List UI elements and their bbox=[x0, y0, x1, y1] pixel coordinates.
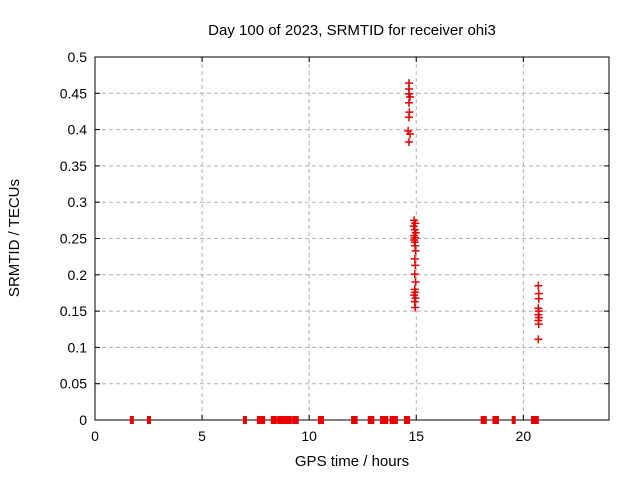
data-point-marker bbox=[261, 416, 266, 424]
data-point-marker bbox=[404, 113, 413, 122]
y-tick-label: 0.3 bbox=[68, 194, 88, 210]
data-point-marker bbox=[534, 416, 539, 424]
data-point-marker bbox=[384, 416, 389, 424]
y-tick-label: 0.45 bbox=[60, 85, 87, 101]
data-point-marker bbox=[382, 416, 387, 424]
data-point-marker bbox=[277, 416, 282, 424]
data-point-marker bbox=[494, 416, 499, 424]
data-point-marker bbox=[129, 416, 134, 424]
x-tick-label: 10 bbox=[301, 428, 317, 444]
data-point-marker bbox=[482, 416, 487, 424]
data-point-marker bbox=[534, 335, 543, 344]
data-point-marker bbox=[480, 416, 485, 424]
data-point-marker bbox=[279, 416, 284, 424]
data-point-marker bbox=[320, 416, 325, 424]
x-tick-label: 0 bbox=[91, 428, 99, 444]
data-point-marker bbox=[270, 416, 275, 424]
data-point-marker bbox=[351, 416, 356, 424]
data-point-marker bbox=[367, 416, 372, 424]
y-tick-label: 0.25 bbox=[60, 231, 87, 247]
x-tick-label: 5 bbox=[198, 428, 206, 444]
data-point-marker bbox=[258, 416, 263, 424]
data-point-marker bbox=[353, 416, 358, 424]
y-tick-label: 0.5 bbox=[68, 49, 88, 65]
tick-labels: 0 5 10 15 20 0 0.05 0.1 0.15 0.2 0.25 0.3 0.35 0.4 0.4… bbox=[60, 49, 532, 444]
data-point-marker bbox=[411, 278, 420, 287]
y-tick-label: 0.2 bbox=[68, 267, 88, 283]
data-point-marker bbox=[242, 416, 247, 424]
data-point-marker bbox=[404, 98, 413, 107]
grid-lines bbox=[95, 57, 609, 420]
chart-title: Day 100 of 2023, SRMTID for receiver ohi… bbox=[208, 22, 496, 39]
x-axis-label: GPS time / hours bbox=[294, 453, 410, 470]
data-point-marker bbox=[391, 416, 396, 424]
y-tick-label: 0.05 bbox=[60, 376, 87, 392]
y-tick-label: 0.35 bbox=[60, 158, 87, 174]
data-point-marker bbox=[406, 92, 415, 101]
y-tick-label: 0.4 bbox=[68, 122, 88, 138]
data-point-marker bbox=[411, 303, 420, 312]
data-point-marker bbox=[406, 129, 415, 138]
axis-ticks bbox=[94, 56, 609, 421]
data-point-marker bbox=[370, 416, 375, 424]
data-point-marker bbox=[287, 416, 292, 424]
data-point-marker bbox=[534, 320, 543, 329]
y-tick-label: 0 bbox=[79, 412, 87, 428]
data-point-marker bbox=[530, 416, 535, 424]
data-point-marker bbox=[406, 416, 411, 424]
data-point-marker bbox=[389, 416, 394, 424]
data-point-marker bbox=[411, 246, 420, 255]
data-point-marker bbox=[403, 416, 408, 424]
y-tick-label: 0.1 bbox=[68, 339, 88, 355]
data-point-marker bbox=[411, 261, 420, 270]
data-point-marker bbox=[379, 416, 384, 424]
data-point-marker bbox=[256, 416, 261, 424]
data-point-marker bbox=[411, 294, 420, 303]
data-point-marker bbox=[146, 416, 151, 424]
data-point-marker bbox=[410, 270, 419, 279]
x-tick-label: 20 bbox=[516, 428, 532, 444]
data-points bbox=[129, 79, 543, 424]
data-point-marker bbox=[272, 416, 277, 424]
data-point-marker bbox=[404, 137, 413, 146]
data-point-marker bbox=[511, 416, 516, 424]
data-point-marker bbox=[409, 222, 418, 231]
data-point-marker bbox=[393, 416, 398, 424]
data-point-marker bbox=[283, 416, 288, 424]
data-point-marker bbox=[285, 416, 290, 424]
data-point-marker bbox=[317, 416, 322, 424]
data-point-marker bbox=[534, 294, 543, 303]
data-point-marker bbox=[281, 416, 286, 424]
y-tick-label: 0.15 bbox=[60, 303, 87, 319]
data-point-marker bbox=[292, 416, 297, 424]
data-point-marker bbox=[492, 416, 497, 424]
data-point-marker bbox=[534, 281, 543, 290]
x-tick-label: 15 bbox=[408, 428, 424, 444]
data-point-marker bbox=[294, 416, 299, 424]
